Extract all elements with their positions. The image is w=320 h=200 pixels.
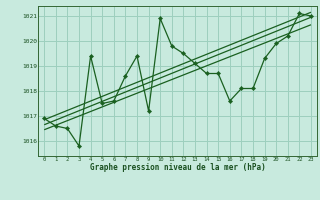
X-axis label: Graphe pression niveau de la mer (hPa): Graphe pression niveau de la mer (hPa): [90, 163, 266, 172]
